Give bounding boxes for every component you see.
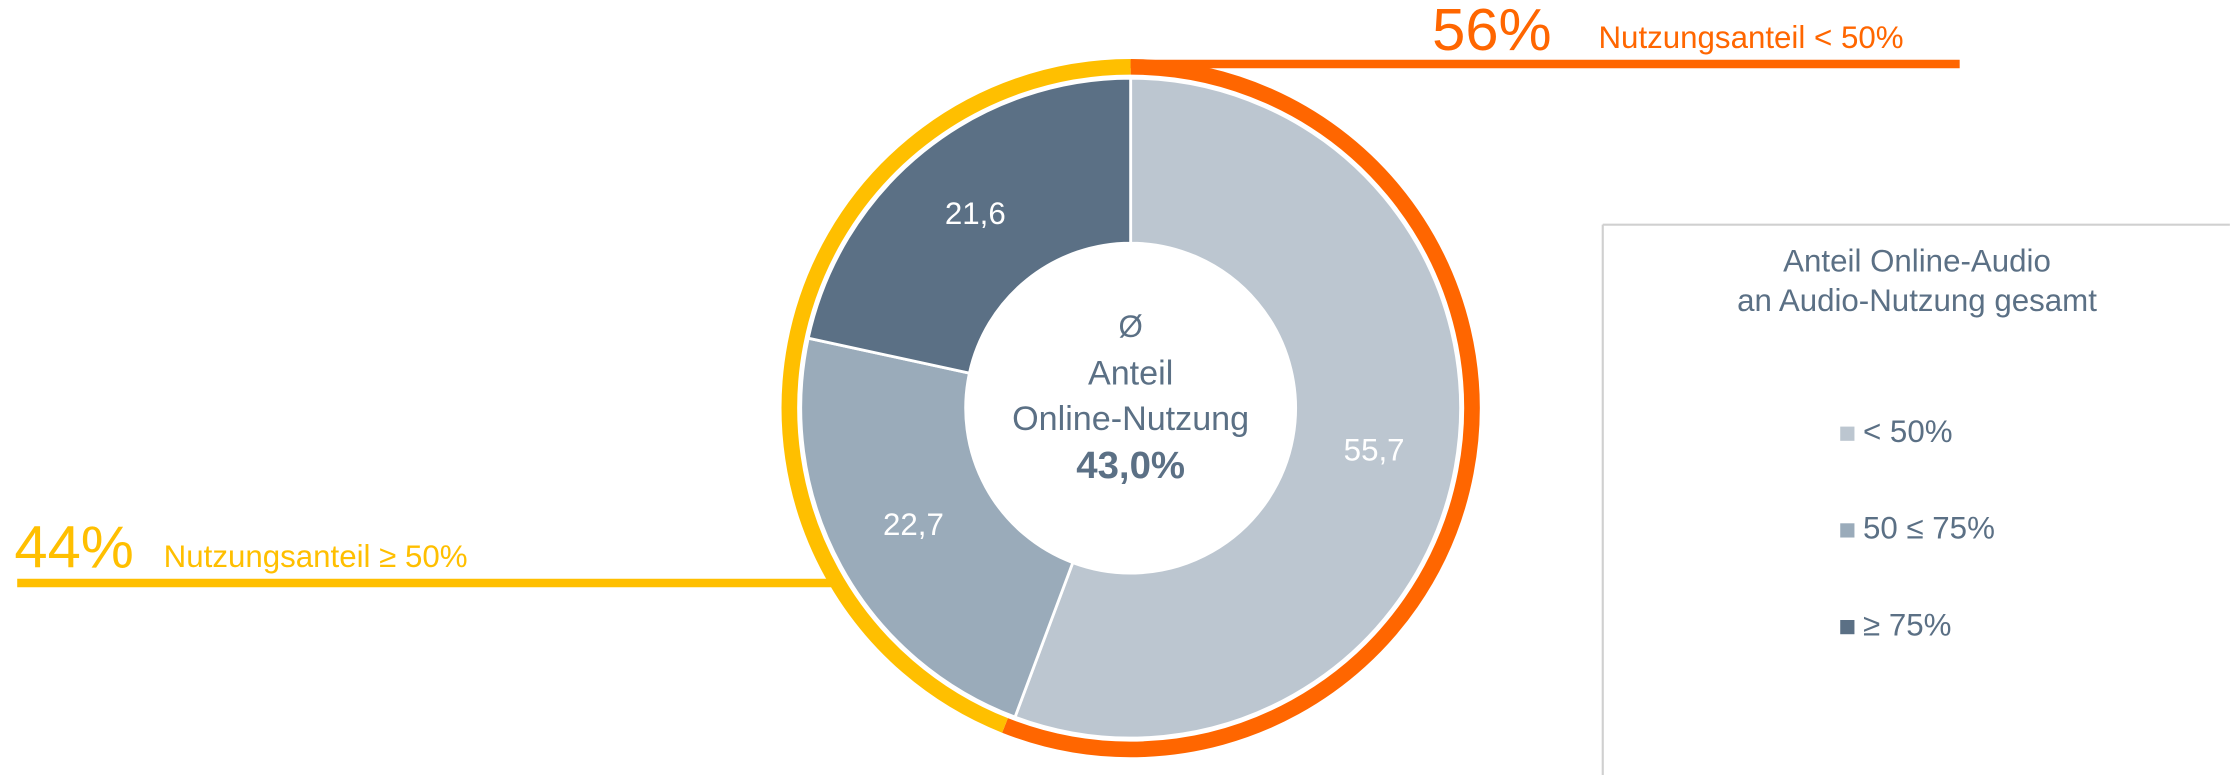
center-text: Anteil [1088,354,1173,392]
donut-segment [799,336,1075,719]
donut-segment [806,76,1133,375]
legend-label: ≥ 75% [1863,607,1951,642]
donut-segment [1013,76,1462,740]
data-label: 55,7 [1344,432,1405,467]
center-value: 43,0% [1076,444,1185,487]
callout-value: 44% [14,514,134,581]
outer-arc [781,59,1131,733]
data-label: 21,6 [945,196,1006,231]
legend-title: an Audio-Nutzung gesamt [1737,283,2097,318]
callout-value: 56% [1432,0,1552,63]
legend-title: Anteil Online-Audio [1783,243,2051,278]
data-label: 22,7 [883,507,944,542]
callout-label: Nutzungsanteil ≥ 50% [164,539,468,574]
legend-label: < 50% [1863,414,1953,449]
legend-swatch [1840,523,1855,538]
legend-label: 50 ≤ 75% [1863,511,1995,546]
legend-swatch [1840,620,1855,635]
legend-swatch [1840,426,1855,441]
outer-arc [1002,59,1480,758]
center-text: Ø [1118,309,1142,344]
center-text: Online-Nutzung [1012,400,1249,438]
callout-label: Nutzungsanteil < 50% [1598,20,1903,55]
